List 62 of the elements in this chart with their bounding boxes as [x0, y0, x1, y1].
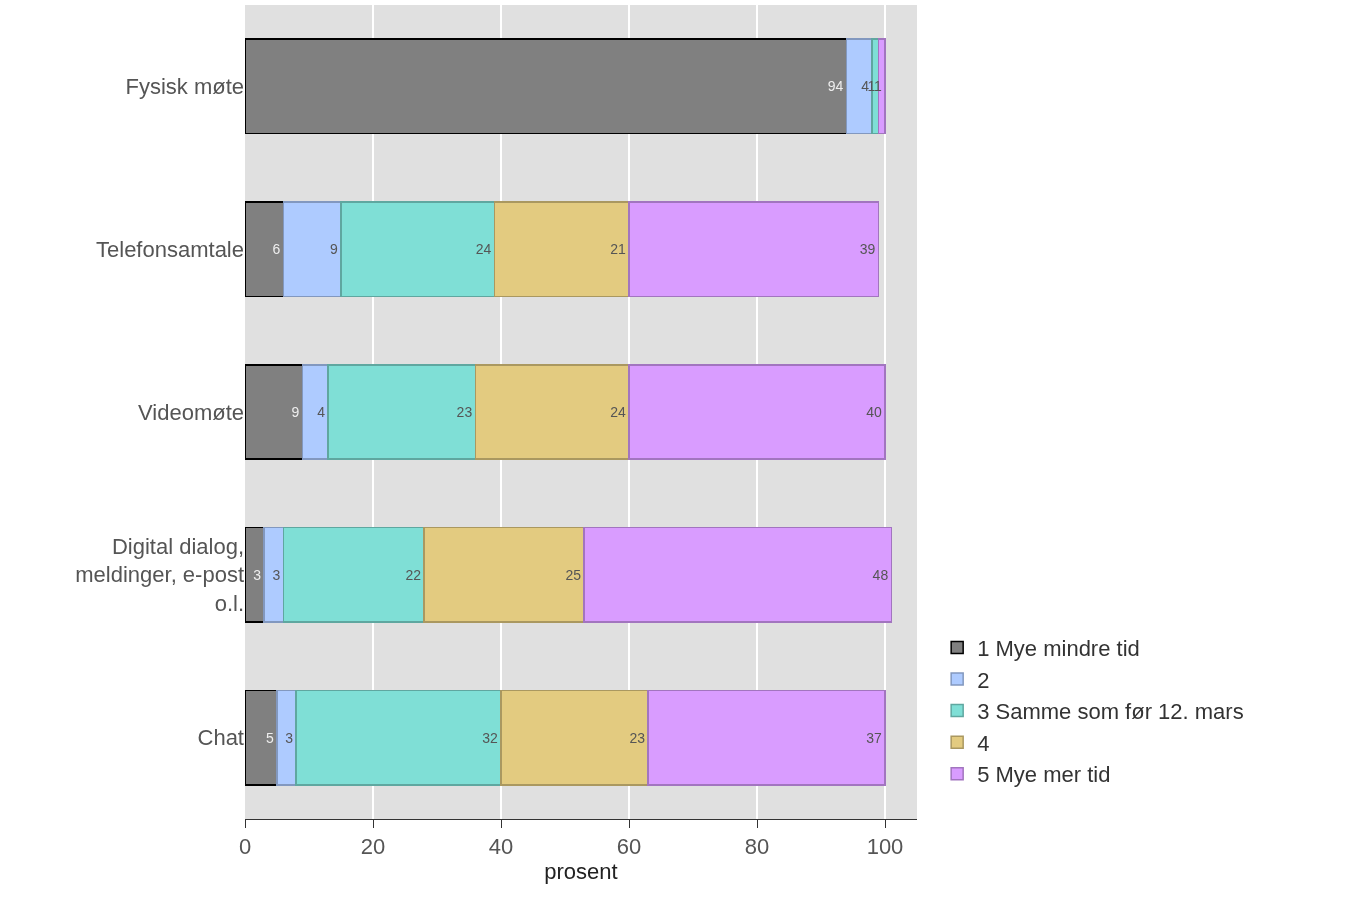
- x-tick-label: 40: [488, 834, 514, 860]
- bar: [245, 364, 304, 460]
- bar: [245, 201, 285, 298]
- x-tick-label: 100: [866, 834, 904, 860]
- data-label: 39: [859, 241, 876, 258]
- data-label: 23: [629, 729, 646, 746]
- legend-label: 4: [977, 730, 990, 756]
- bar: [583, 526, 893, 623]
- data-label: 3: [285, 729, 294, 746]
- bar: [263, 526, 285, 623]
- data-label: 25: [565, 566, 582, 583]
- bar: [282, 526, 425, 623]
- y-tick-label: Digital dialog, meldinger, e-post o.l.: [75, 533, 244, 617]
- bar: [877, 38, 886, 135]
- data-label: 23: [456, 404, 473, 420]
- x-axis-title: prosent: [544, 859, 618, 885]
- bar: [500, 689, 649, 786]
- y-tick-label: Fysisk møte: [125, 74, 244, 100]
- x-tick-label: 60: [616, 834, 642, 860]
- y-tick-label: Chat: [197, 725, 244, 751]
- bar: [245, 38, 848, 135]
- data-label: 37: [866, 729, 882, 746]
- data-label: 94: [827, 78, 844, 95]
- bar: [340, 201, 496, 298]
- data-label: 3: [272, 566, 281, 583]
- data-label: 6: [272, 241, 281, 258]
- bar: [301, 364, 329, 460]
- bar: [327, 364, 477, 460]
- data-label: 3: [253, 566, 262, 583]
- bar: [295, 689, 502, 786]
- bar: [474, 364, 630, 460]
- data-label: 1: [874, 78, 882, 95]
- y-tick-label: Videomøte: [138, 399, 244, 425]
- x-tick-label: 80: [744, 834, 770, 860]
- data-label: 48: [872, 566, 889, 583]
- data-label: 32: [482, 729, 498, 746]
- data-label: 9: [291, 404, 300, 420]
- bar: [245, 689, 278, 786]
- legend-label: 2: [977, 667, 990, 693]
- data-label: 40: [866, 404, 882, 420]
- legend-label: 5 Mye mer tid: [977, 762, 1111, 788]
- bar: [282, 201, 342, 298]
- legend-label: 3 Samme som før 12. mars: [977, 699, 1244, 725]
- legend-label: 1 Mye mindre tid: [977, 635, 1140, 661]
- bar: [493, 201, 630, 298]
- bar: [647, 689, 886, 786]
- data-label: 4: [317, 404, 326, 420]
- data-label: 4: [861, 78, 870, 95]
- y-tick-label: Telefonsamtale: [96, 236, 244, 262]
- data-label: 9: [330, 241, 338, 258]
- x-tick-label: 20: [360, 834, 386, 860]
- data-label: 24: [475, 241, 492, 258]
- data-label: 24: [610, 404, 626, 420]
- x-tick-label: 0: [238, 834, 252, 860]
- bar: [628, 364, 886, 460]
- bar: [845, 38, 873, 135]
- data-label: 22: [405, 566, 422, 583]
- data-label: 21: [610, 241, 626, 258]
- data-label: 5: [266, 729, 274, 746]
- bar: [423, 526, 585, 623]
- bar: [628, 201, 880, 298]
- data-label: 1: [867, 78, 876, 95]
